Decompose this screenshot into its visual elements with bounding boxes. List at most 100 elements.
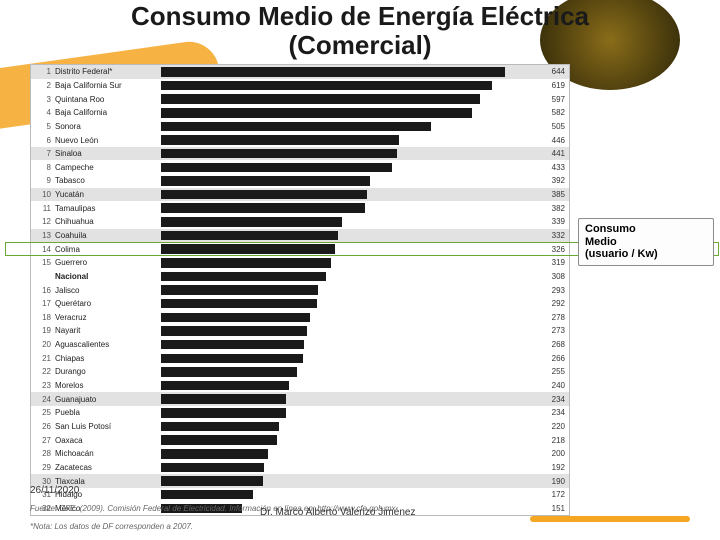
row-state: Baja California [53, 108, 161, 117]
row-state: Quintana Roo [53, 95, 161, 104]
row-rank: 17 [31, 299, 53, 308]
row-rank: 12 [31, 217, 53, 226]
annotation-box: Consumo Medio (usuario / Kw) [578, 218, 714, 266]
row-rank: 16 [31, 286, 53, 295]
footer-note: *Nota: Los datos de DF corresponden a 20… [30, 522, 193, 531]
row-value: 273 [535, 326, 569, 335]
row-state: Nuevo León [53, 136, 161, 145]
bar [161, 176, 370, 186]
footer-accent-bar [530, 516, 690, 522]
bar-track [161, 420, 535, 434]
row-state: Querétaro [53, 299, 161, 308]
row-state: Durango [53, 367, 161, 376]
row-rank: 24 [31, 395, 53, 404]
row-state: Tamaulipas [53, 204, 161, 213]
bar [161, 94, 480, 104]
row-state: Campeche [53, 163, 161, 172]
row-value: 392 [535, 176, 569, 185]
bar [161, 326, 307, 336]
bar [161, 244, 335, 254]
bar [161, 449, 268, 459]
row-state: Distrito Federal* [53, 67, 161, 76]
bar [161, 81, 492, 91]
row-rank: 27 [31, 436, 53, 445]
row-state: Nacional [53, 272, 161, 281]
bar [161, 217, 342, 227]
chart-row: 15Guerrero319 [31, 256, 569, 270]
chart-row: 3Quintana Roo597 [31, 92, 569, 106]
bar-track [161, 147, 535, 161]
row-value: 192 [535, 463, 569, 472]
row-value: 326 [535, 245, 569, 254]
bar-track [161, 174, 535, 188]
bar-track [161, 311, 535, 325]
bar-track [161, 433, 535, 447]
chart-row: 27Oaxaca218 [31, 433, 569, 447]
row-rank: 20 [31, 340, 53, 349]
bar [161, 258, 331, 268]
row-value: 339 [535, 217, 569, 226]
row-value: 278 [535, 313, 569, 322]
row-value: 266 [535, 354, 569, 363]
row-value: 234 [535, 408, 569, 417]
chart-row: 5Sonora505 [31, 120, 569, 134]
bar-track [161, 79, 535, 93]
row-rank: 26 [31, 422, 53, 431]
row-value: 319 [535, 258, 569, 267]
row-state: Nayarit [53, 326, 161, 335]
bar [161, 463, 264, 473]
chart-row: 14Colima326 [31, 242, 569, 256]
bar [161, 381, 289, 391]
bar [161, 231, 338, 241]
bar [161, 313, 310, 323]
bar-track [161, 120, 535, 134]
row-rank: 18 [31, 313, 53, 322]
bar [161, 122, 431, 132]
bar [161, 190, 367, 200]
title-line-1: Consumo Medio de Energía Eléctrica [131, 1, 589, 31]
row-value: 268 [535, 340, 569, 349]
row-value: 582 [535, 108, 569, 117]
bar [161, 272, 326, 282]
bar [161, 422, 279, 432]
chart-row: 2Baja California Sur619 [31, 79, 569, 93]
row-state: Sinaloa [53, 149, 161, 158]
bar-track [161, 215, 535, 229]
bar [161, 67, 505, 77]
row-state: Sonora [53, 122, 161, 131]
bar [161, 285, 318, 295]
bar-track [161, 406, 535, 420]
bar [161, 163, 392, 173]
chart-row: 1Distrito Federal*644 [31, 65, 569, 79]
row-rank: 11 [31, 204, 53, 213]
row-rank: 15 [31, 258, 53, 267]
bar [161, 354, 303, 364]
row-state: Aguascalientes [53, 340, 161, 349]
row-rank: 6 [31, 136, 53, 145]
row-state: Zacatecas [53, 463, 161, 472]
row-state: Veracruz [53, 313, 161, 322]
bar-track [161, 133, 535, 147]
chart-row: 19Nayarit273 [31, 324, 569, 338]
bar [161, 149, 397, 159]
bar [161, 108, 472, 118]
row-value: 240 [535, 381, 569, 390]
chart-row: 9Tabasco392 [31, 174, 569, 188]
chart-row: 23Morelos240 [31, 379, 569, 393]
bar-track [161, 201, 535, 215]
chart-row: 10Yucatán385 [31, 188, 569, 202]
row-rank: 25 [31, 408, 53, 417]
row-value: 644 [535, 67, 569, 76]
row-value: 619 [535, 81, 569, 90]
bar-track [161, 160, 535, 174]
bar-track [161, 256, 535, 270]
row-state: Oaxaca [53, 436, 161, 445]
chart-row: 4Baja California 582 [31, 106, 569, 120]
bar [161, 435, 277, 445]
slide-page: Consumo Medio de Energía Eléctrica (Come… [0, 0, 720, 540]
bar [161, 394, 286, 404]
bar [161, 135, 399, 145]
chart-row: 22Durango255 [31, 365, 569, 379]
row-rank: 4 [31, 108, 53, 117]
row-state: Michoacán [53, 449, 161, 458]
